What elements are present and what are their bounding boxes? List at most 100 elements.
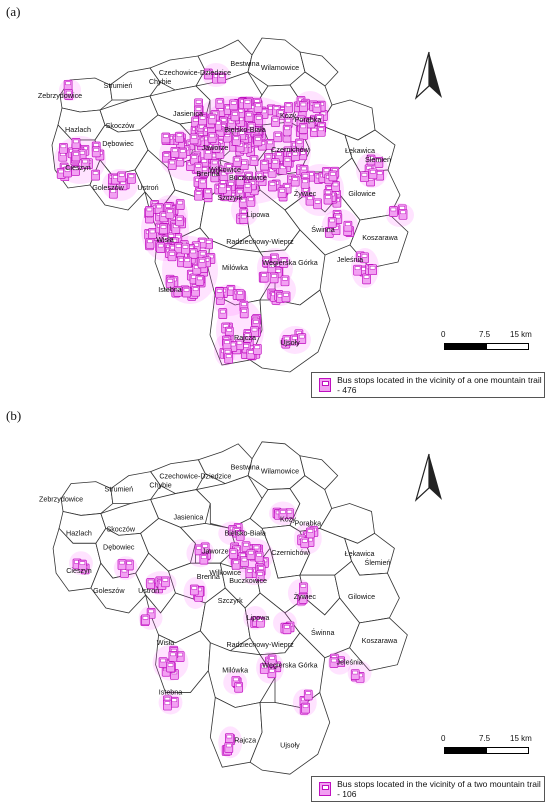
bus-stop-icon: [175, 131, 184, 143]
place-label: Wilkowice: [209, 165, 241, 174]
place-label: Milówka: [222, 667, 248, 675]
bus-stop-icon: [353, 264, 362, 276]
bus-stop-icon: [267, 262, 277, 274]
bus-stop-icon: [194, 189, 203, 201]
place-label: Zebrzydowice: [38, 91, 82, 100]
bus-stop-icon: [127, 172, 136, 184]
bus-stop-icon: [224, 733, 234, 744]
bus-stop-icon: [282, 124, 292, 136]
bus-stop-icon: [181, 243, 190, 255]
place-label: Jaworze: [202, 143, 229, 152]
bus-stop-icon: [239, 307, 249, 319]
bus-stop-icon: [249, 155, 259, 166]
place-label: Jasienica: [173, 109, 203, 118]
place-label: Koszarawa: [362, 233, 398, 242]
place-label: Cieszyn: [66, 567, 91, 575]
place-label: Kozy: [280, 515, 296, 523]
bus-stop-icon: [239, 213, 249, 224]
bus-stop-icon: [218, 182, 227, 194]
bus-stop-icon: [167, 159, 177, 170]
bus-stop-icon: [71, 165, 80, 176]
place-labels: Bestwina Wilamowice Czechowice-Dziedzice Ze…: [39, 464, 397, 750]
municipality-3: [150, 459, 206, 494]
place-label: Hazlach: [65, 125, 91, 134]
bus-stop-icon: [280, 275, 290, 287]
bus-stop-icon: [218, 308, 228, 319]
bus-stop-icon: [241, 541, 251, 553]
scale-tick-0: 0: [441, 734, 446, 743]
bus-stop-icon: [195, 275, 205, 286]
municipality-6: [299, 51, 339, 87]
place-label: Jasienica: [174, 513, 204, 521]
bus-stop-icon: [243, 331, 252, 343]
place-label: Zebrzydowice: [39, 496, 83, 504]
bus-stop-icon: [158, 657, 168, 668]
bus-stops: [72, 507, 365, 756]
bus-stop-icon: [255, 171, 264, 183]
bus-stop-icon: [298, 593, 308, 604]
bus-stop-icon: [316, 125, 326, 137]
place-label: Jaworze: [202, 547, 229, 555]
municipality-2: [109, 67, 161, 101]
place-label: Radziechowy-Wieprz: [226, 641, 294, 649]
north-arrow-icon: [414, 453, 442, 502]
bus-stop-icon: [175, 215, 184, 227]
bus-stop-icon: [71, 138, 81, 149]
bus-stop-icon: [232, 156, 242, 167]
bus-stop-icon: [148, 228, 157, 239]
place-label: Jeleśnia: [336, 659, 362, 667]
bus-stop-icon: [198, 114, 207, 126]
bus-stop-icon: [229, 548, 238, 560]
place-label: Radziechowy-Wieprz: [226, 237, 294, 246]
bus-stop-icon: [282, 335, 292, 346]
bus-stop-icon: [360, 252, 369, 264]
bus-stop-icon: [283, 156, 292, 168]
bus-stop-icon: [295, 138, 304, 150]
bus-stop-icon: [215, 287, 224, 299]
bus-stop-icon: [224, 352, 234, 364]
bus-stop-icon: [368, 168, 378, 180]
bus-stop-icon: [210, 159, 220, 170]
place-label: Świnna: [311, 225, 335, 234]
place-label: Strumień: [104, 486, 133, 494]
bus-stop-icon: [118, 179, 128, 191]
bus-stop-icon: [200, 542, 210, 554]
bus-stop-icon: [166, 661, 175, 673]
place-label: Porąbka: [295, 519, 322, 527]
bus-stop-icon: [244, 111, 254, 122]
place-label: Węgierska Górka: [262, 662, 317, 670]
bus-stop-icon: [91, 146, 101, 158]
bus-stops: [56, 68, 408, 364]
bus-stop-icon: [254, 551, 264, 563]
place-label: Łękawica: [345, 550, 375, 558]
bus-stop-icon: [182, 256, 192, 268]
bus-stop-icon: [235, 289, 245, 301]
bus-stop-icon: [59, 142, 68, 154]
bus-stop-icon: [297, 333, 307, 344]
bus-stop-icon: [231, 134, 241, 146]
scale-tick-end: 15 km: [510, 734, 532, 743]
bus-stop-icon: [145, 237, 155, 249]
place-labels: Bestwina Wilamowice Czechowice-Dziedzice Ze…: [38, 59, 398, 347]
bus-stop-icon: [204, 238, 213, 250]
municipality-3: [149, 55, 206, 91]
bus-stop-icon: [182, 286, 191, 298]
bus-stop-icon: [362, 273, 371, 285]
bus-stop-icon: [230, 110, 240, 122]
place-label: Żywiec: [294, 592, 317, 601]
bus-stop-icon: [300, 177, 310, 189]
bus-stop-icon: [247, 122, 256, 133]
place-label: Czernichów: [271, 145, 309, 154]
municipality-22: [90, 562, 147, 614]
bus-stop-icon: [260, 159, 269, 171]
scale-tick-mid: 7.5: [479, 330, 491, 339]
bus-stop-icon: [108, 187, 118, 199]
bus-stop-icon: [141, 614, 150, 626]
bus-stop-icon: [165, 207, 175, 219]
bus-stop-icon: [165, 277, 175, 289]
scale-tick-mid: 7.5: [479, 734, 491, 743]
scale-tick-0: 0: [441, 330, 446, 339]
place-label: Hazlach: [66, 529, 92, 537]
bus-stop-icon: [217, 72, 227, 84]
place-label: Węgierska Górka: [262, 258, 318, 267]
